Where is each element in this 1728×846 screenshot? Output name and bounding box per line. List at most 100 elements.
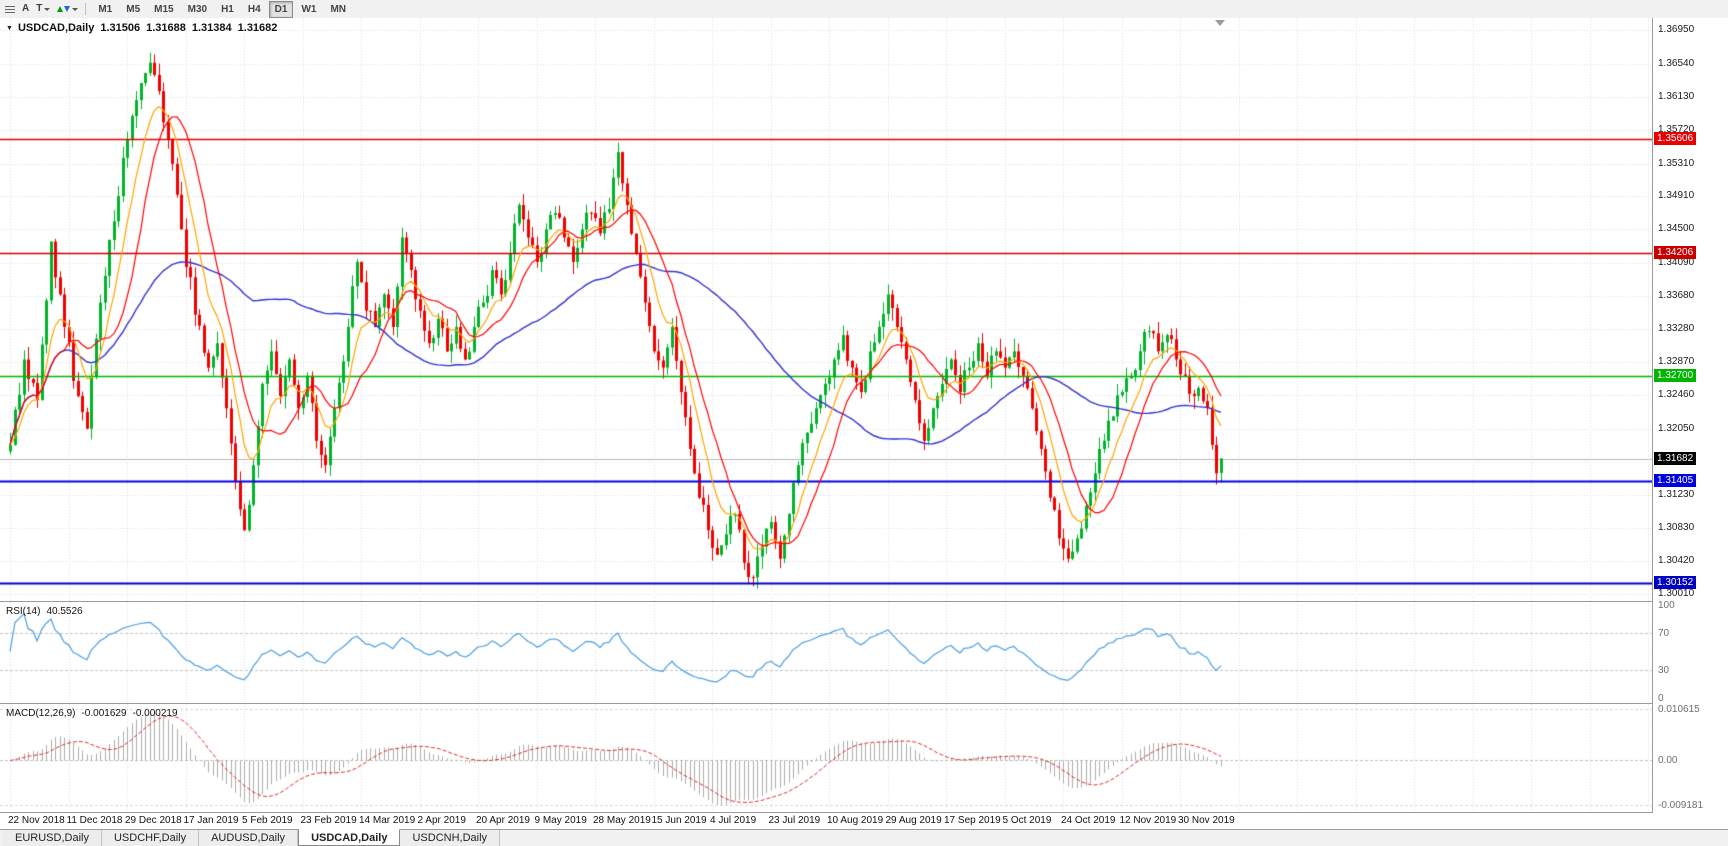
timeframe-d1[interactable]: D1	[268, 0, 294, 18]
date-label: 29 Dec 2018	[125, 815, 182, 826]
price-axis[interactable]: 1.36950 1.36540 1.36130 1.35720 1.35310 1.349…	[1652, 18, 1728, 813]
arrows-tool-button[interactable]	[55, 1, 80, 17]
symbol-dropdown-icon[interactable]: ▼	[6, 24, 13, 32]
macd-label: MACD(12,26,9)	[6, 708, 76, 719]
price-tick-label: 1.36130	[1658, 90, 1695, 102]
hline-price-tag: 1.35606	[1654, 132, 1697, 146]
macd-axis-label: 0.010615	[1658, 704, 1700, 715]
tab-eurusd-daily[interactable]: EURUSD,Daily	[3, 830, 102, 846]
timeframe-m5[interactable]: M5	[126, 3, 141, 15]
date-label: 29 Aug 2019	[885, 815, 942, 826]
price-tick-label: 1.30830	[1658, 521, 1695, 533]
date-label: 4 Jul 2019	[710, 815, 757, 826]
macd-main-value: -0.001629	[81, 708, 127, 719]
hline-price-tag: 1.31405	[1654, 474, 1697, 488]
date-label: 15 Jun 2019	[651, 815, 707, 826]
top-toolbar: A T M1 M5 M15 M30 H1 H4 D1 W1 MN	[0, 0, 1728, 19]
rsi-axis-label: 30	[1658, 665, 1670, 677]
timeframe-m30[interactable]: M30	[187, 3, 208, 15]
menu-button[interactable]	[3, 1, 17, 17]
timeframe-m15[interactable]: M15	[154, 3, 174, 15]
price-tick-label: 1.35720	[1658, 124, 1695, 136]
rsi-value: 40.5526	[46, 606, 83, 617]
rsi-panel-title: RSI(14) 40.5526	[6, 606, 83, 617]
price-tick-label: 1.30420	[1658, 555, 1695, 567]
date-label: 20 Apr 2019	[476, 815, 530, 826]
date-label: 5 Feb 2019	[242, 815, 293, 826]
price-tick-label: 1.32460	[1658, 389, 1695, 401]
timeframe-w1[interactable]: W1	[301, 3, 317, 15]
font-tool-label: A	[22, 3, 30, 14]
date-label: 12 Nov 2019	[1119, 815, 1177, 826]
date-label: 14 Mar 2019	[359, 815, 416, 826]
date-label: 5 Oct 2019	[1002, 815, 1052, 826]
timeframe-m1[interactable]: M1	[98, 3, 113, 15]
date-label: 23 Jul 2019	[768, 815, 821, 826]
hline-price-tag: 1.34206	[1654, 246, 1697, 260]
date-label: 22 Nov 2018	[8, 815, 65, 826]
main-chart-canvas[interactable]	[0, 18, 1652, 601]
price-tick-label: 1.33280	[1658, 322, 1695, 334]
price-tick-label: 1.32870	[1658, 355, 1695, 367]
price-tick-label: 1.31230	[1658, 489, 1695, 501]
hline-price-tag: 1.30152	[1654, 575, 1697, 589]
rsi-axis-label: 70	[1658, 627, 1670, 639]
timeframe-buttons: M1 M5 M15 M30 H1 H4 D1 W1 MN	[91, 0, 353, 18]
timeframe-mn[interactable]: MN	[330, 3, 347, 15]
price-tick-label: 1.34500	[1658, 223, 1695, 235]
chart-tab-bar: EURUSD,Daily USDCHF,Daily AUDUSD,Daily USDC…	[0, 829, 1728, 846]
chevron-down-icon	[72, 7, 79, 11]
price-tick-label: 1.36540	[1658, 57, 1695, 69]
text-tool-button[interactable]: T	[34, 1, 52, 17]
macd-panel-title: MACD(12,26,9) -0.001629 -0.000219	[6, 708, 178, 719]
macd-signal-value: -0.000219	[132, 708, 178, 719]
toolbar-divider	[85, 3, 87, 15]
date-axis[interactable]: 22 Nov 2018 11 Dec 2018 29 Dec 2018 17 Jan …	[0, 813, 1728, 829]
rsi-axis-label: 100	[1658, 600, 1675, 611]
down-arrow-icon	[64, 6, 71, 12]
chart-shift-marker[interactable]	[1215, 20, 1225, 26]
text-tool-label: T	[36, 3, 43, 14]
price-tick-label: 1.34090	[1658, 256, 1695, 268]
tab-usdcnh-daily[interactable]: USDCNH,Daily	[400, 830, 501, 846]
rsi-axis-label: 0	[1658, 693, 1664, 704]
date-label: 17 Sep 2019	[944, 815, 1001, 826]
chevron-down-icon	[44, 7, 51, 11]
ohlc-close: 1.31682	[237, 22, 278, 34]
date-label: 24 Oct 2019	[1061, 815, 1116, 826]
price-tick-label: 1.36950	[1658, 24, 1695, 36]
macd-axis-label: 0.00	[1658, 755, 1678, 767]
price-tick-label: 1.34910	[1658, 190, 1695, 202]
pane-separator[interactable]	[0, 601, 1728, 602]
date-label: 10 Aug 2019	[827, 815, 884, 826]
price-tick-label: 1.32050	[1658, 422, 1695, 434]
chart-area: ▼ USDCAD,Daily 1.31506 1.31688 1.31384 1…	[0, 18, 1728, 829]
tab-usdchf-daily[interactable]: USDCHF,Daily	[101, 830, 200, 846]
rsi-indicator-canvas[interactable]	[0, 602, 1652, 703]
date-label: 11 Dec 2018	[66, 815, 123, 826]
list-icon	[5, 5, 15, 13]
price-tick-label: 1.33680	[1658, 290, 1695, 302]
ohlc-high: 1.31688	[146, 22, 186, 34]
timeframe-h4[interactable]: H4	[247, 3, 261, 15]
font-tool-button[interactable]: A	[20, 1, 31, 17]
timeframe-h1[interactable]: H1	[221, 3, 234, 15]
pane-separator	[0, 812, 1728, 813]
ohlc-open: 1.31506	[100, 22, 141, 34]
date-label: 2 Apr 2019	[417, 815, 466, 826]
date-label: 17 Jan 2019	[183, 815, 239, 826]
date-label: 9 May 2019	[534, 815, 587, 826]
macd-axis-label: -0.009181	[1658, 800, 1704, 811]
macd-indicator-canvas[interactable]	[0, 704, 1652, 812]
price-tick-label: 1.30010	[1658, 588, 1695, 600]
rsi-label: RSI(14)	[6, 606, 41, 617]
current-price-tag: 1.31682	[1654, 451, 1697, 465]
tab-audusd-daily[interactable]: AUDUSD,Daily	[199, 830, 299, 846]
tab-usdcad-daily[interactable]: USDCAD,Daily	[298, 829, 401, 846]
price-tick-label: 1.35310	[1658, 157, 1695, 169]
up-arrow-icon	[57, 6, 64, 12]
ohlc-low: 1.31384	[191, 22, 232, 34]
hline-price-tag: 1.32700	[1654, 368, 1697, 382]
pane-separator[interactable]	[0, 703, 1728, 704]
